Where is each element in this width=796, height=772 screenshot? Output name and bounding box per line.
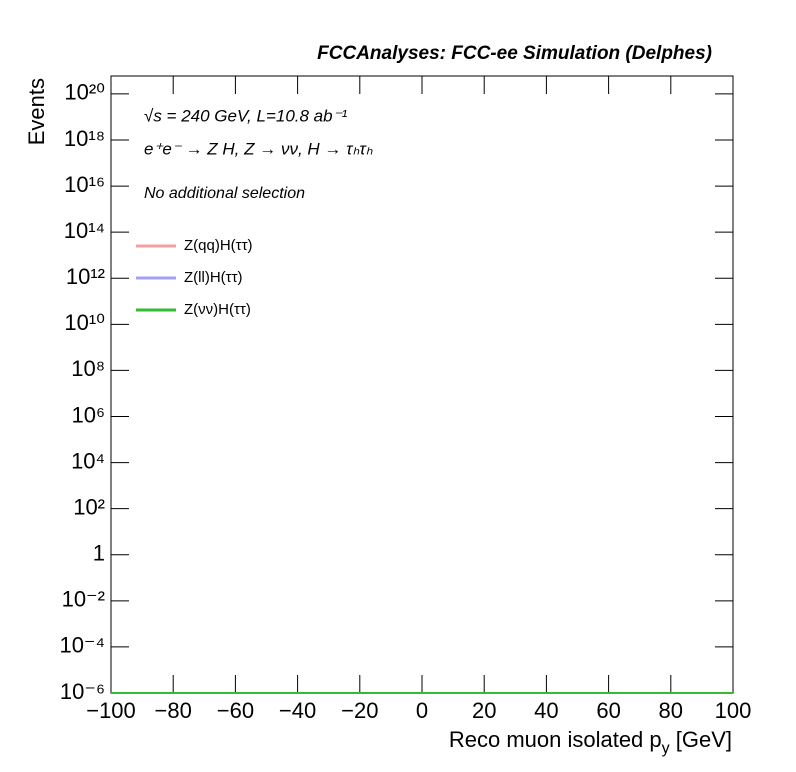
- x-tick-label: −80: [155, 698, 192, 723]
- y-tick-label: 10²⁰: [64, 80, 105, 105]
- annotation: e⁺e⁻ → Z H, Z → νν, H → τₕτₕ: [144, 139, 373, 158]
- annotation: √s = 240 GeV, L=10.8 ab⁻¹: [144, 106, 348, 125]
- x-tick-label: 40: [534, 698, 558, 723]
- y-tick-label: 10⁴: [71, 448, 105, 473]
- x-tick-label: 60: [596, 698, 620, 723]
- legend-label: Z(νν)H(ττ): [184, 301, 251, 318]
- y-tick-label: 10⁻⁴: [59, 633, 105, 658]
- x-label-part: [GeV]: [670, 727, 732, 752]
- x-tick-label: −20: [341, 698, 378, 723]
- legend-label: Z(ll)H(ττ): [184, 269, 243, 286]
- y-tick-label: 10¹⁶: [64, 172, 105, 197]
- y-tick-label: 10⁻⁶: [60, 679, 105, 704]
- y-tick-label: 10¹⁴: [64, 218, 105, 243]
- x-tick-label: −40: [279, 698, 316, 723]
- x-axis-label: Reco muon isolated py [GeV]: [449, 727, 732, 757]
- x-tick-label: 20: [472, 698, 496, 723]
- y-tick-label: 10⁸: [71, 356, 105, 381]
- x-label-part: y: [662, 740, 670, 757]
- chart-title: FCCAnalyses: FCC-ee Simulation (Delphes): [317, 43, 712, 64]
- x-tick-label: −60: [217, 698, 254, 723]
- x-tick-label: 80: [659, 698, 683, 723]
- y-tick-label: 10¹²: [66, 264, 105, 289]
- x-tick-label: 0: [416, 698, 428, 723]
- y-tick-label: 10⁶: [71, 402, 105, 427]
- y-tick-label: 10⁻²: [62, 587, 105, 612]
- x-tick-label: 100: [715, 698, 752, 723]
- y-tick-label: 10¹⁰: [64, 310, 105, 335]
- legend-label: Z(qq)H(ττ): [184, 237, 253, 254]
- y-axis-label: Events: [24, 78, 49, 145]
- annotation: No additional selection: [144, 185, 305, 202]
- x-tick-label: −100: [86, 698, 136, 723]
- y-tick-label: 10²: [73, 494, 105, 519]
- y-tick-label: 1: [93, 541, 105, 566]
- y-tick-label: 10¹⁸: [64, 126, 105, 151]
- x-label-part: Reco muon isolated p: [449, 727, 662, 752]
